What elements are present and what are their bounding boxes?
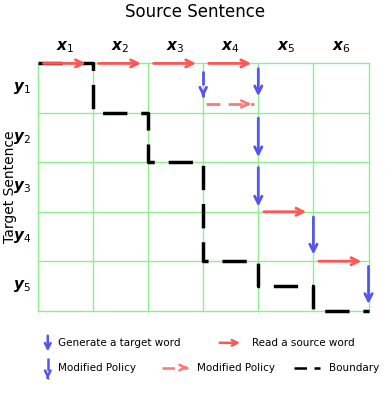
Text: $\boldsymbol{y}_{2}$: $\boldsymbol{y}_{2}$	[13, 130, 31, 146]
Text: $\boldsymbol{x}_{2}$: $\boldsymbol{x}_{2}$	[111, 39, 130, 54]
Text: $\boldsymbol{y}_{5}$: $\boldsymbol{y}_{5}$	[13, 278, 31, 294]
Text: Boundary: Boundary	[329, 362, 379, 372]
Text: $\boldsymbol{x}_{1}$: $\boldsymbol{x}_{1}$	[56, 39, 74, 54]
Text: $\boldsymbol{y}_{1}$: $\boldsymbol{y}_{1}$	[13, 80, 31, 96]
Text: Generate a target word: Generate a target word	[58, 338, 180, 348]
Text: $\boldsymbol{x}_{6}$: $\boldsymbol{x}_{6}$	[332, 39, 350, 54]
Text: $\boldsymbol{x}_{3}$: $\boldsymbol{x}_{3}$	[166, 39, 185, 54]
Text: Modified Policy: Modified Policy	[58, 362, 136, 372]
Text: $\boldsymbol{x}_{5}$: $\boldsymbol{x}_{5}$	[277, 39, 295, 54]
Title: Source Sentence: Source Sentence	[125, 3, 265, 21]
Text: $\boldsymbol{y}_{3}$: $\boldsymbol{y}_{3}$	[13, 179, 31, 195]
Text: Target Sentence: Target Sentence	[3, 131, 17, 243]
Text: Read a source word: Read a source word	[252, 338, 354, 348]
Text: $\boldsymbol{x}_{4}$: $\boldsymbol{x}_{4}$	[221, 39, 240, 54]
Text: $\boldsymbol{y}_{4}$: $\boldsymbol{y}_{4}$	[13, 228, 31, 244]
Text: Modified Policy: Modified Policy	[196, 362, 274, 372]
